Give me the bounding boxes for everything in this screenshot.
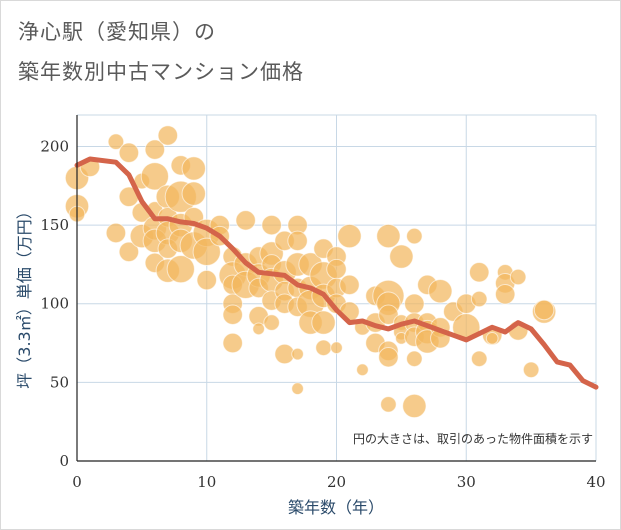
data-bubble bbox=[287, 230, 308, 252]
data-bubble bbox=[311, 310, 336, 335]
data-bubble bbox=[144, 139, 166, 160]
y-tick-label: 100 bbox=[40, 295, 69, 313]
data-bubble bbox=[235, 210, 256, 231]
y-tick-label: 150 bbox=[40, 216, 69, 234]
data-bubble bbox=[157, 125, 179, 146]
data-bubble bbox=[181, 156, 206, 181]
data-bubble bbox=[118, 241, 140, 263]
data-bubble bbox=[118, 142, 140, 163]
data-bubble bbox=[326, 258, 347, 280]
data-bubble bbox=[470, 350, 488, 368]
y-tick-label: 50 bbox=[50, 373, 69, 391]
data-bubble bbox=[406, 350, 423, 368]
y-axis-label: 坪（3.3㎡）単価（万円） bbox=[15, 203, 34, 388]
axes bbox=[76, 115, 596, 462]
tick-labels: 0 10 20 30 40 0 50 100 150 200 bbox=[40, 137, 605, 491]
data-bubble bbox=[402, 393, 427, 419]
y-tick-label: 0 bbox=[59, 452, 69, 470]
data-bubble bbox=[291, 382, 304, 396]
data-bubble bbox=[222, 304, 243, 325]
data-bubble bbox=[166, 254, 195, 284]
data-bubble bbox=[356, 363, 369, 377]
data-bubble bbox=[376, 223, 401, 249]
data-bubble bbox=[533, 299, 555, 321]
data-bubble bbox=[291, 347, 304, 361]
data-bubble bbox=[337, 223, 362, 249]
bubble-size-note: 円の大きさは、取引のあった物件面積を示す bbox=[353, 431, 593, 446]
data-bubble bbox=[339, 274, 360, 296]
data-bubble bbox=[222, 332, 243, 354]
data-bubble bbox=[330, 341, 343, 355]
x-tick-label: 20 bbox=[327, 473, 346, 491]
data-bubble bbox=[380, 396, 397, 413]
data-bubble bbox=[509, 268, 527, 286]
data-bubble bbox=[378, 304, 399, 325]
trend-line bbox=[74, 156, 599, 390]
data-bubble bbox=[252, 322, 265, 336]
data-bubble bbox=[522, 361, 540, 379]
x-tick-label: 0 bbox=[72, 473, 82, 491]
data-bubble bbox=[181, 181, 206, 206]
data-bubble bbox=[389, 244, 414, 269]
data-bubble bbox=[428, 278, 453, 304]
data-bubble bbox=[378, 346, 399, 368]
x-tick-label: 40 bbox=[586, 473, 605, 491]
x-axis-label: 築年数（年） bbox=[288, 498, 384, 517]
data-bubble bbox=[105, 222, 127, 244]
data-bubble bbox=[494, 284, 516, 305]
data-bubble bbox=[468, 262, 490, 283]
data-bubble bbox=[140, 162, 170, 191]
data-bubble bbox=[406, 227, 423, 245]
chart-title-line1: 浄心駅（愛知県）の bbox=[18, 20, 216, 44]
data-bubble bbox=[192, 237, 221, 266]
y-tick-label: 200 bbox=[40, 137, 69, 155]
x-tick-label: 10 bbox=[197, 473, 216, 491]
x-tick-label: 30 bbox=[457, 473, 476, 491]
data-bubble bbox=[107, 133, 125, 151]
data-bubble bbox=[196, 269, 217, 291]
data-bubble bbox=[470, 290, 488, 308]
data-bubble bbox=[263, 314, 280, 331]
bubble-layer bbox=[64, 125, 557, 419]
data-bubble bbox=[485, 331, 499, 345]
data-bubble bbox=[404, 293, 425, 314]
data-bubble bbox=[315, 339, 332, 357]
chart-title-line2: 築年数別中古マンション価格 bbox=[18, 60, 304, 84]
data-bubble bbox=[261, 214, 282, 236]
